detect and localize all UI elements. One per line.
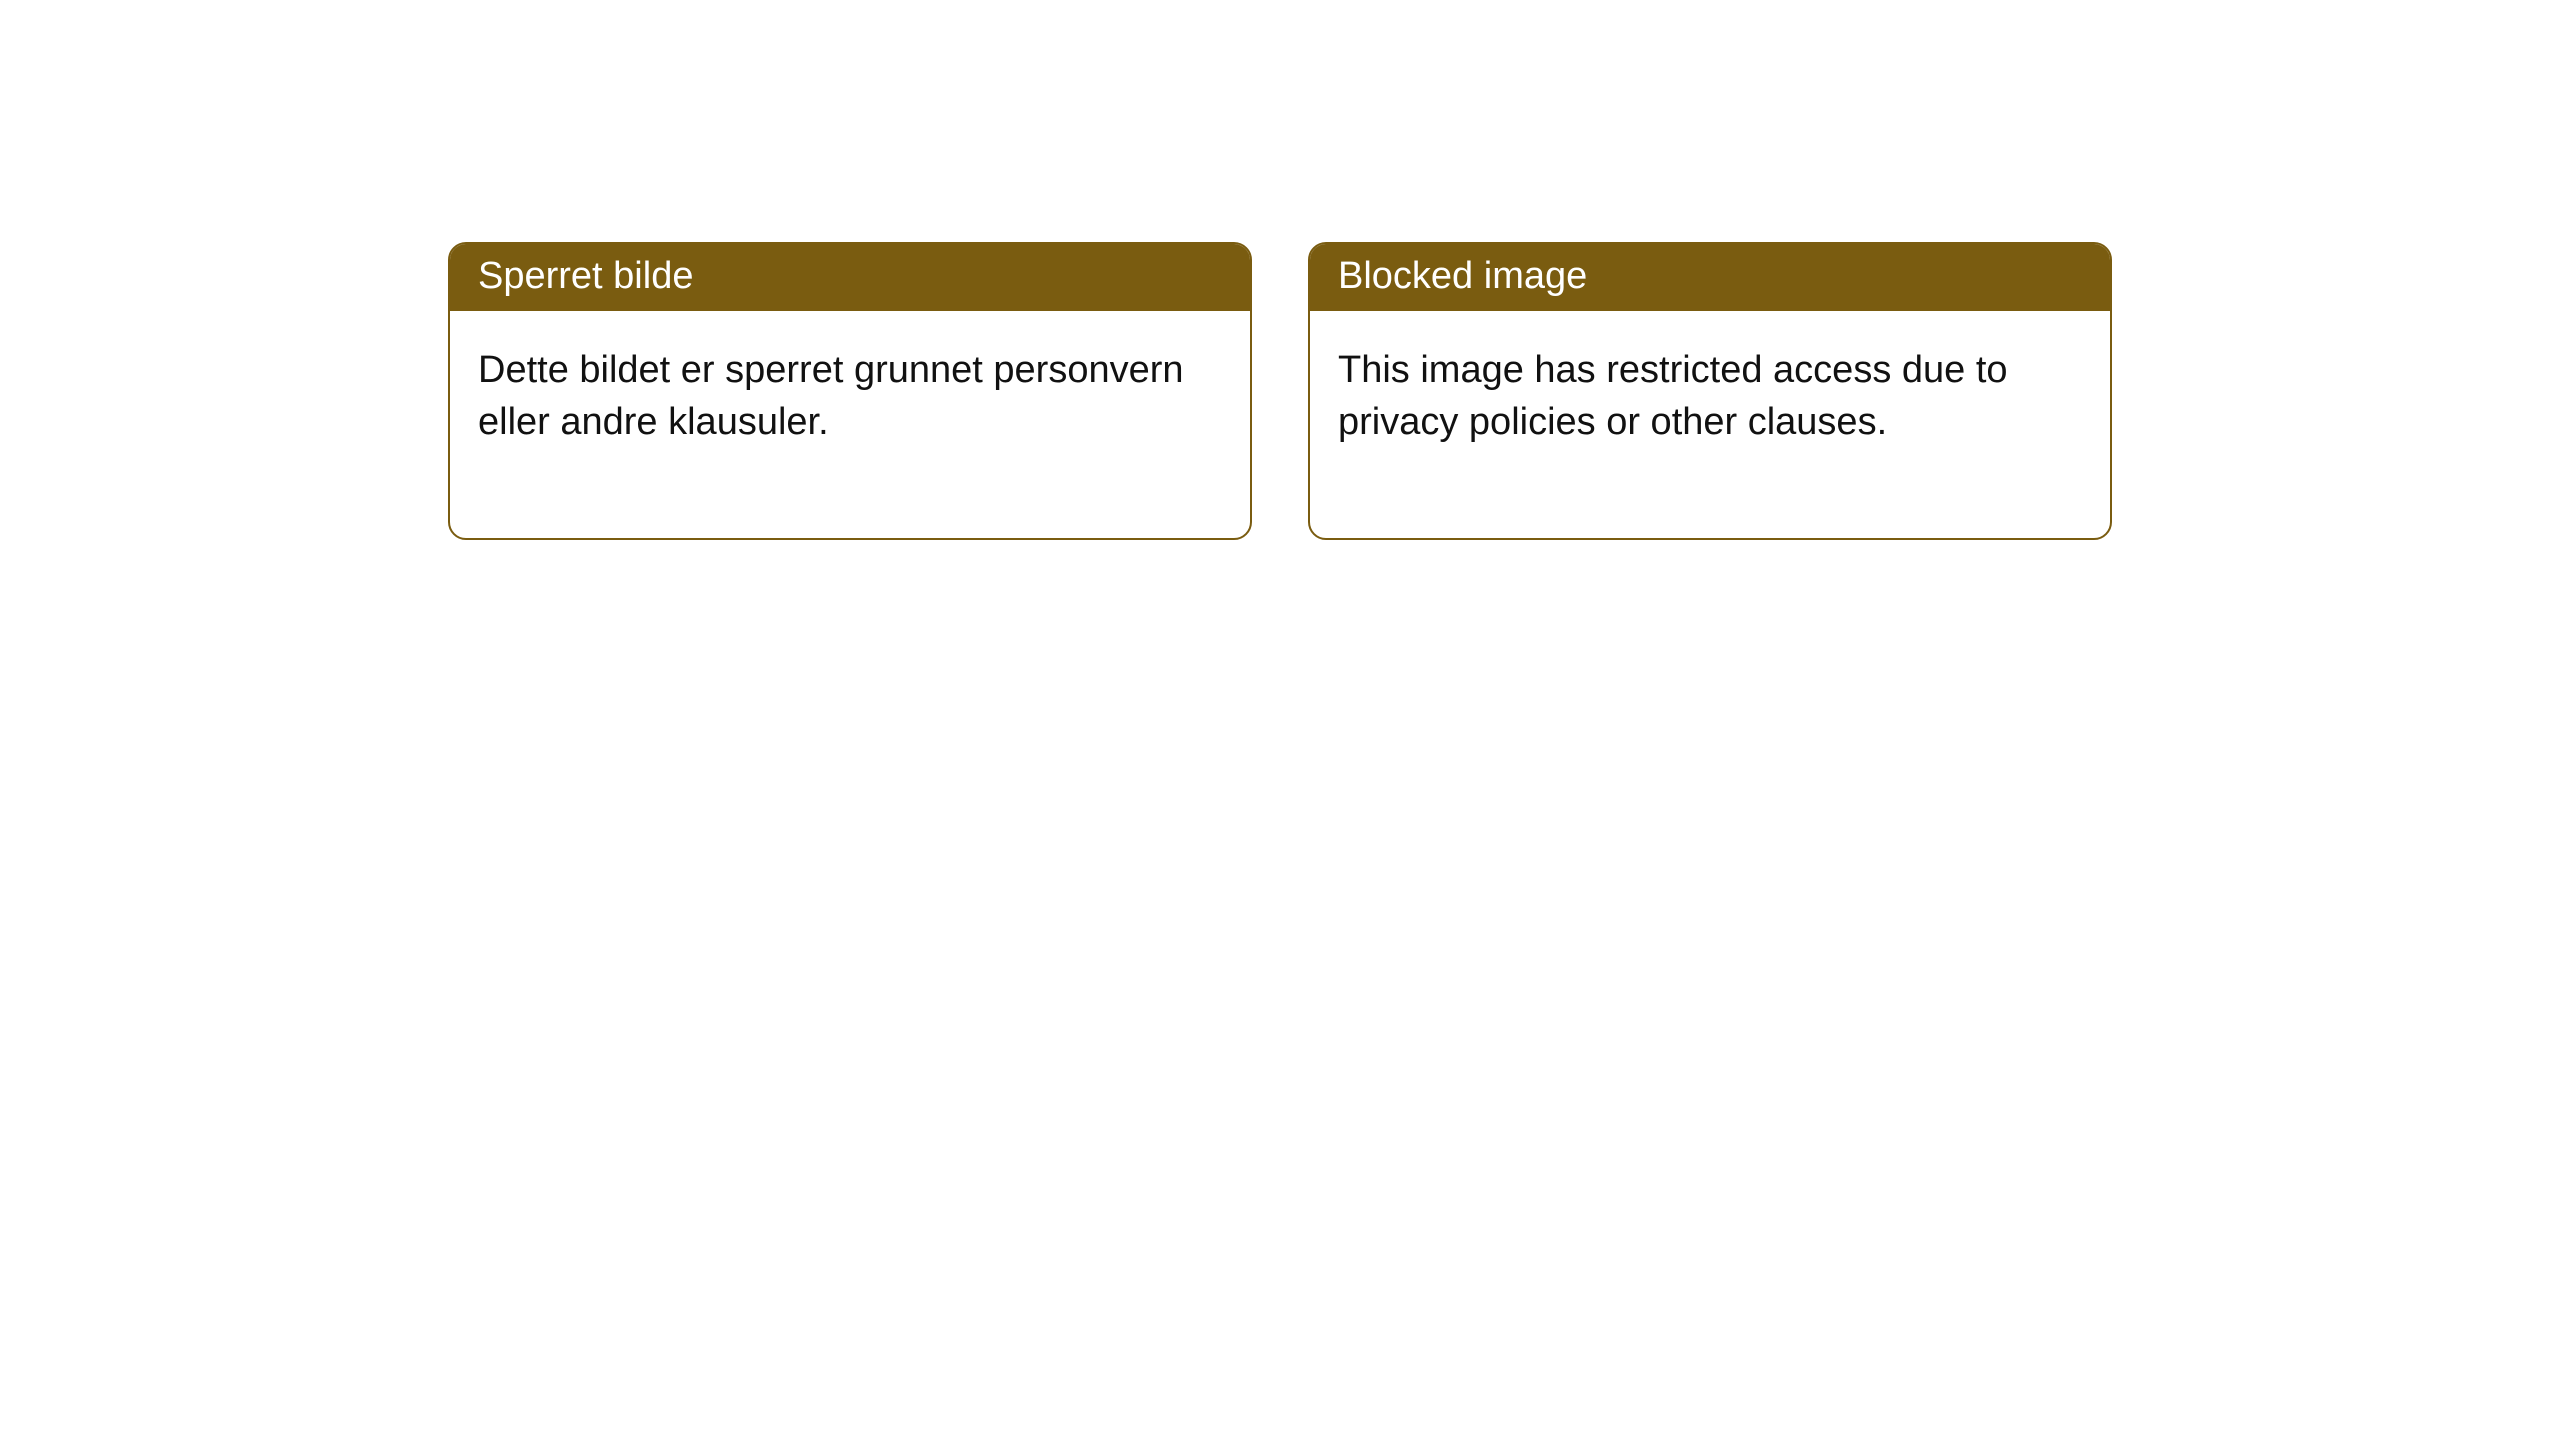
notice-body-norwegian: Dette bildet er sperret grunnet personve…	[450, 311, 1250, 538]
notice-card-english: Blocked image This image has restricted …	[1308, 242, 2112, 540]
notice-title-english: Blocked image	[1310, 244, 2110, 311]
notice-body-english: This image has restricted access due to …	[1310, 311, 2110, 538]
notice-title-norwegian: Sperret bilde	[450, 244, 1250, 311]
notice-container: Sperret bilde Dette bildet er sperret gr…	[0, 0, 2560, 540]
notice-card-norwegian: Sperret bilde Dette bildet er sperret gr…	[448, 242, 1252, 540]
